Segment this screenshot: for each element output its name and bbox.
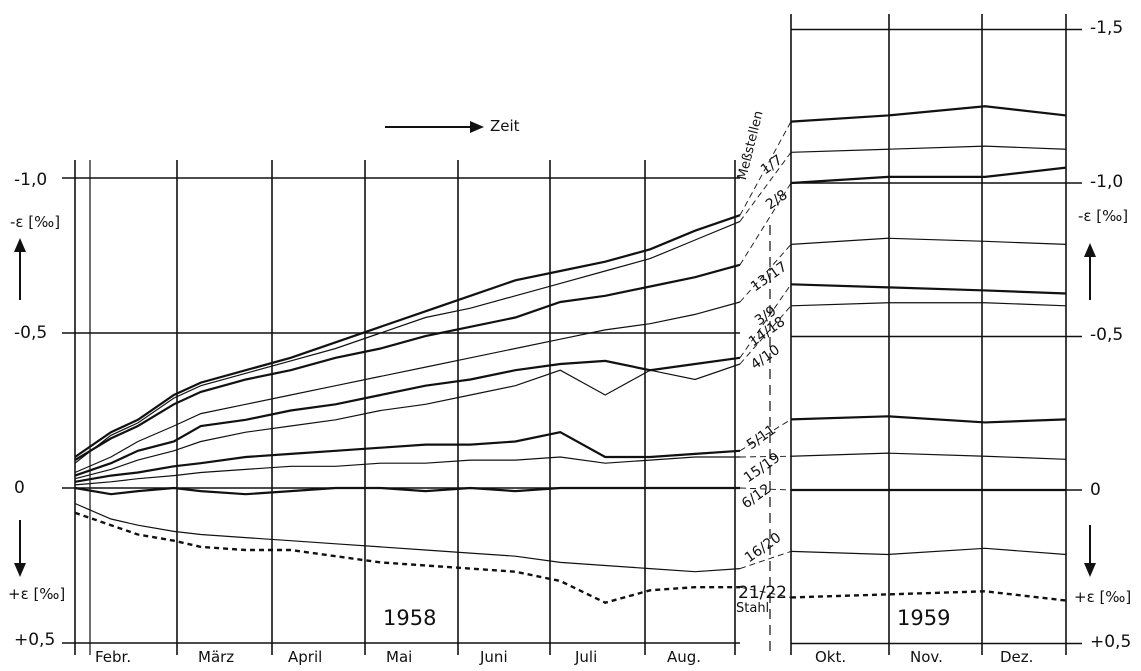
y-tick-left: -0,5	[14, 323, 47, 343]
month-label-1959: Okt.	[815, 648, 846, 666]
chart-grid	[62, 14, 1082, 655]
series-line-1958	[75, 457, 740, 485]
series-line-1958	[75, 432, 740, 482]
series-label-sub: Stahl	[736, 601, 769, 616]
month-label-1959: Nov.	[910, 648, 943, 666]
time-arrow-head	[470, 121, 484, 133]
y-tick-left: +0,5	[14, 630, 55, 650]
y-tick-right: -0,5	[1090, 325, 1123, 345]
up-arrow-head	[14, 238, 26, 252]
month-label-1959: Dez.	[1000, 648, 1033, 666]
up-arrow-head-right	[1084, 243, 1096, 257]
series-line-1959	[791, 106, 1066, 121]
month-label-1958: Aug.	[667, 648, 701, 666]
time-label: Zeit	[490, 117, 520, 135]
series-line-1959	[791, 284, 1066, 293]
y-axis-label-left-top: -ε [‰]	[10, 213, 60, 231]
series-label: 21/22	[738, 583, 787, 603]
series-line-1958	[75, 504, 740, 572]
series-line-1959	[791, 591, 1066, 600]
series-line-1959	[791, 146, 1066, 152]
series-line-1959	[791, 548, 1066, 554]
y-axis-label-left-bottom: +ε [‰]	[8, 585, 65, 603]
series-line-1959	[791, 416, 1066, 422]
y-tick-left: 0	[14, 478, 25, 498]
series-line-1959	[791, 238, 1066, 244]
y-axis-label-right-bottom: +ε [‰]	[1074, 588, 1131, 606]
year-label-1959: 1959	[897, 606, 950, 630]
y-axis-label-right-top: -ε [‰]	[1078, 207, 1128, 225]
month-label-1958: Febr.	[95, 648, 131, 666]
down-arrow-head	[14, 563, 26, 577]
y-tick-right: -1,0	[1090, 172, 1123, 192]
month-label-1958: April	[288, 648, 322, 666]
series-line-1959	[791, 453, 1066, 459]
series-line-1958	[75, 513, 740, 603]
series-line-1958	[75, 221, 740, 463]
month-label-1958: Juli	[575, 648, 597, 666]
year-label-1958: 1958	[383, 606, 436, 630]
series-line-1958	[75, 265, 740, 460]
month-label-1958: Juni	[480, 648, 508, 666]
series-line-1958	[75, 215, 740, 457]
chart-series-group	[75, 106, 1066, 602]
series-line-1958	[75, 488, 740, 494]
series-line-1959	[791, 303, 1066, 306]
series-line-1959	[791, 168, 1066, 183]
down-arrow-head-right	[1084, 563, 1096, 577]
month-label-1958: Mai	[386, 648, 412, 666]
series-line-1958	[75, 364, 740, 479]
y-tick-right: +0,5	[1090, 632, 1131, 652]
y-tick-right: 0	[1090, 480, 1101, 500]
month-label-1958: März	[198, 648, 234, 666]
y-tick-right: -1,5	[1090, 18, 1123, 38]
y-tick-left: -1,0	[14, 170, 47, 190]
